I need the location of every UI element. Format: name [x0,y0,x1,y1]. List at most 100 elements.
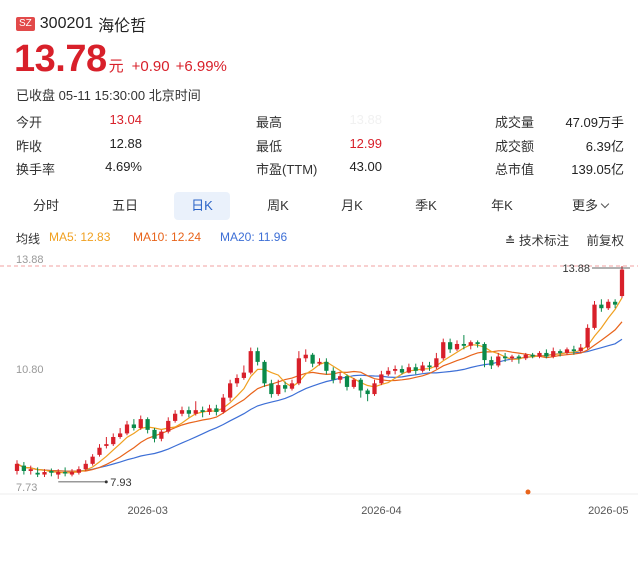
ma5-label: MA5: 12.83 [49,230,111,244]
candle-down [35,472,40,475]
tab-quarterly-k[interactable]: 季K [415,198,437,213]
min-price-label: 7.93 [110,477,131,489]
tab-five-day[interactable]: 五日 [111,198,138,213]
candle-up [496,356,501,366]
technical-marks-button[interactable]: 技术标注 [518,234,569,248]
candle-up [509,356,515,359]
candle-up [537,352,542,357]
tab-yearly-k[interactable]: 年K [491,198,513,213]
candle-up [386,370,391,375]
candle-down [331,370,336,380]
candle-down [489,360,494,366]
candle-down [571,349,577,352]
stat-label-open: 今开 [16,115,43,130]
candle-up [585,327,590,348]
candle-up [372,383,377,395]
candle-up [276,385,281,395]
candle-up [104,444,109,446]
candle-up [234,377,240,384]
stat-value-amount: 6.39亿 [585,139,624,154]
stat-value-open: 13.04 [109,112,142,127]
candle-up [619,269,625,297]
annotation-icon: ≛ [505,234,516,248]
candle-down [502,356,508,359]
candle-down [282,385,288,389]
price-unit: 元 [108,58,124,75]
candle-up [578,347,583,352]
candle-down [358,379,363,391]
event-marker-dot [525,489,531,495]
candle-down [516,356,522,359]
tab-more-label: 更多 [571,198,598,213]
candle-down [152,429,157,439]
stock-name: 海伦哲 [98,18,147,35]
candle-up [227,383,233,398]
stat-value-market-cap: 139.05亿 [571,162,624,177]
candle-down [324,361,329,371]
max-price-label: 13.88 [562,263,590,275]
tab-monthly-k[interactable]: 月K [341,198,363,213]
candle-up [420,365,425,371]
candle-up [97,447,102,455]
stat-value-volume: 47.09万手 [565,115,624,130]
ma10-label: MA10: 12.24 [133,230,202,244]
candle-down [461,343,467,346]
candle-up [317,361,322,364]
stat-label-volume: 成交量 [495,115,535,130]
candle-up [523,354,528,359]
stat-label-market-cap: 总市值 [495,162,535,177]
candle-down [475,342,480,344]
y-tick-label: 13.88 [16,254,44,266]
candle-up [76,469,82,473]
candle-up [179,410,185,414]
candle-up [207,408,212,412]
tab-intraday[interactable]: 分时 [32,198,59,213]
stat-value-prev-close: 12.88 [109,136,142,151]
candle-down [530,354,535,357]
candle-up [351,379,357,387]
chart-tools: ≛ 技术标注 前复权 [505,230,624,249]
candle-up [379,374,384,384]
kline-chart[interactable]: 13.88 10.80 7.73 2026-03 2026-04 2026-05 13.88… [0,250,638,520]
candle-up [111,436,116,445]
candle-down [49,470,54,473]
candle-up [303,354,308,359]
candle-up [69,472,75,475]
ma-legend-title: 均线 [16,232,41,246]
candle-down [365,390,370,395]
stat-label-low: 最低 [256,139,283,154]
candle-down [310,354,315,364]
price-row: 13.78 元 +0.90 +6.99% [14,38,233,81]
candle-up [159,431,164,439]
stat-label-high: 最高 [256,115,283,130]
candle-down [544,352,549,357]
tab-weekly-k[interactable]: 周K [267,198,289,213]
candle-down [131,424,137,429]
candle-up [406,367,412,373]
candle-up [90,456,95,464]
stock-header: SZ 300201 海伦哲 [16,12,146,36]
candle-up [337,376,343,380]
stat-value-turnover-rate: 4.69% [105,159,142,174]
tab-daily-k[interactable]: 日K [174,192,230,220]
candle-up [241,372,247,378]
stat-value-high: 13.88 [349,112,382,127]
candle-up [28,469,33,471]
candle-up [117,433,123,437]
candle-up [468,342,473,346]
candle-up [551,351,556,357]
candle-down [62,472,68,474]
adjust-mode-button[interactable]: 前复权 [586,234,624,248]
candle-down [413,367,418,371]
candle-up [289,383,295,389]
candle-down [344,376,350,387]
tab-more[interactable]: 更多 [556,192,624,220]
candle-down [557,351,563,353]
stat-label-amount: 成交额 [495,139,535,154]
candle-up [434,358,439,368]
ma20-label: MA20: 11.96 [220,230,288,244]
min-marker-dot [104,480,108,484]
stat-label-turnover-rate: 换手率 [16,162,56,177]
candle-up [42,472,47,475]
